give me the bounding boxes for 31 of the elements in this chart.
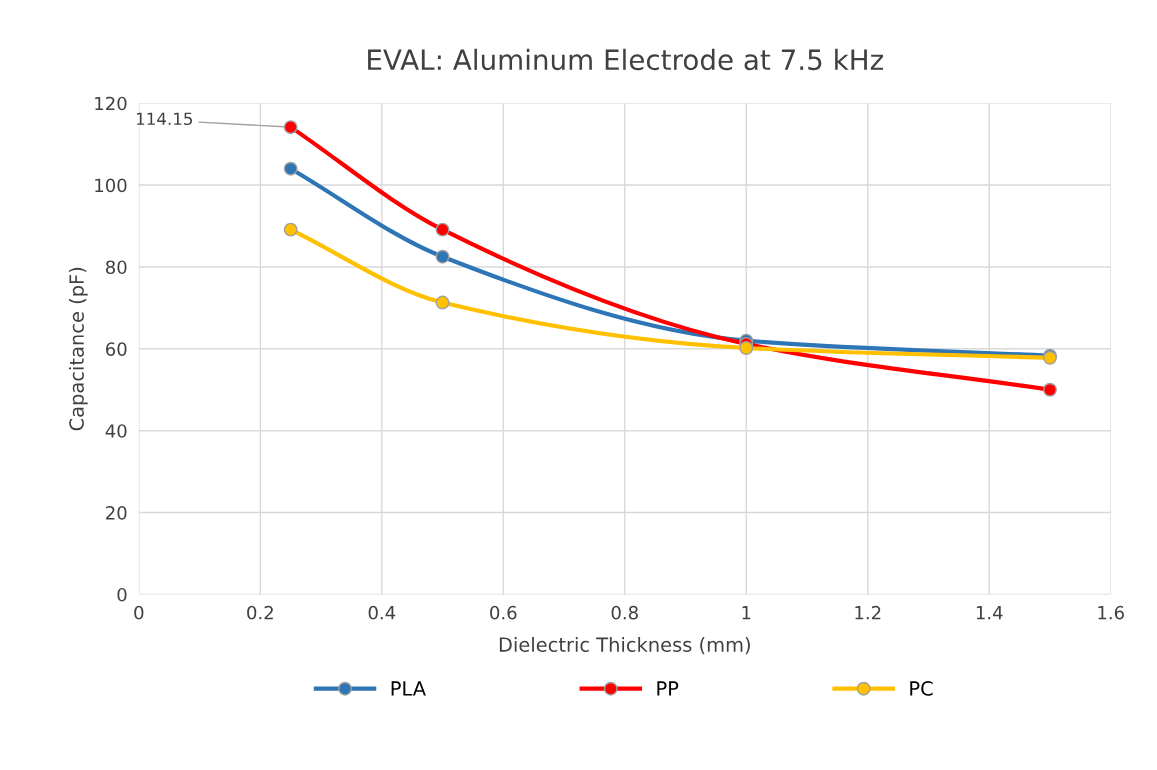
x-tick-label: 1.2 xyxy=(855,605,881,620)
y-tick-label: 80 xyxy=(105,260,127,275)
legend-label: PC xyxy=(910,681,933,696)
point xyxy=(435,222,450,237)
annotation: 114.15 xyxy=(136,112,193,126)
y-tick-label: 60 xyxy=(106,342,127,356)
x-tick-label: 0.4 xyxy=(368,605,396,620)
y-tick-label: 20 xyxy=(106,506,127,520)
y-tick-label: 100 xyxy=(95,178,127,193)
x-tick-label: 1.6 xyxy=(1098,605,1124,620)
point xyxy=(435,295,450,310)
point xyxy=(1043,382,1057,397)
y-tick-label: 120 xyxy=(95,96,127,111)
point xyxy=(283,161,298,176)
x-tick-label: 1 xyxy=(742,606,751,620)
point xyxy=(739,341,754,355)
x-tick-label: 0 xyxy=(134,605,144,620)
point xyxy=(283,222,298,237)
y-tick-label: 0 xyxy=(117,587,127,602)
x-tick-label: 0.2 xyxy=(247,605,273,620)
x-tick-label: 0.6 xyxy=(490,605,517,620)
legend-label: PLA xyxy=(391,681,426,696)
legend-label: PP xyxy=(657,681,679,696)
x-tick-label: 1.4 xyxy=(976,606,1003,620)
y-axis-title: Capacitance (pF) xyxy=(68,267,88,431)
chart-title: EVAL: Aluminum Electrode at 7.5 kHz xyxy=(368,48,883,71)
point xyxy=(435,249,450,264)
point xyxy=(283,120,298,135)
x-tick-label: 0.8 xyxy=(611,605,638,620)
y-tick-label: 40 xyxy=(105,424,127,438)
x-axis-title: Dielectric Thickness (mm) xyxy=(499,636,750,655)
